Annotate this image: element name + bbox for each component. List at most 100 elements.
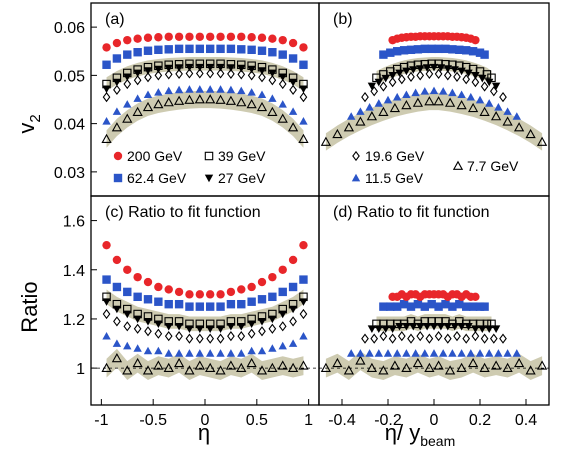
data-point-11-5-gev [429, 86, 439, 95]
data-point-7-7-gev [332, 357, 343, 368]
data-point-11-5-gev [439, 87, 448, 95]
data-point-7-7-gev [205, 362, 216, 373]
data-point-62-4-gev [448, 302, 457, 311]
x-axis-title-right: η/ ybeam [385, 420, 456, 449]
x-axis-title-left: η [198, 420, 210, 445]
data-point-27-gev [478, 74, 487, 83]
data-point-200-gev [164, 285, 173, 294]
data-point-19-6-gev [453, 71, 461, 82]
data-point-7-7-gev [267, 362, 278, 373]
data-point-19-6-gev [434, 68, 443, 80]
data-point-19-6-gev [471, 77, 480, 88]
legend-label-39-gev: 39 GeV [218, 148, 266, 164]
data-point-19-6-gev [216, 68, 225, 79]
data-point-62-4-gev [441, 299, 450, 309]
data-point-62-4-gev [257, 46, 267, 55]
data-point-11-5-gev [257, 90, 267, 99]
data-point-27-gev [381, 74, 390, 83]
data-point-11-5-gev [299, 117, 308, 125]
data-point-39-gev [123, 68, 132, 78]
legend-marker-200-gev [113, 151, 123, 161]
data-point-7-7-gev [132, 357, 143, 368]
data-point-19-6-gev [227, 68, 235, 80]
data-point-62-4-gev [268, 292, 277, 302]
data-point-62-4-gev [226, 44, 236, 54]
data-point-200-gev [278, 35, 287, 45]
data-point-62-4-gev [205, 44, 215, 54]
data-point-62-4-gev [216, 44, 225, 54]
data-point-62-4-gev [299, 275, 308, 284]
data-point-11-5-gev [402, 90, 411, 99]
data-point-39-gev [133, 309, 142, 319]
data-point-39-gev [154, 314, 163, 324]
data-point-11-5-gev [154, 346, 163, 355]
data-point-27-gev [112, 78, 122, 87]
data-point-11-5-gev [402, 349, 411, 357]
data-point-62-4-gev [406, 45, 416, 55]
data-point-19-6-gev [227, 331, 235, 342]
data-point-7-7-gev [456, 99, 467, 110]
data-point-19-6-gev [247, 328, 256, 339]
data-point-7-7-gev [173, 95, 185, 105]
data-point-27-gev [288, 78, 298, 87]
y-tick-label: 1.6 [63, 214, 85, 231]
data-point-11-5-gev [466, 92, 475, 101]
data-point-19-6-gev [443, 70, 452, 81]
data-point-200-gev [471, 292, 480, 302]
data-point-19-6-gev [499, 91, 507, 103]
data-point-39-gev [102, 292, 111, 302]
data-point-62-4-gev [133, 48, 142, 57]
data-point-39-gev [102, 79, 111, 89]
data-point-11-5-gev [247, 88, 256, 96]
data-point-19-6-gev [206, 333, 215, 344]
data-point-39-gev [247, 61, 256, 70]
data-point-200-gev [112, 38, 122, 48]
legend-marker-62-4-gev [113, 173, 123, 183]
data-point-19-6-gev [268, 323, 277, 334]
data-point-7-7-gev [525, 365, 536, 375]
data-point-39-gev [216, 59, 225, 69]
data-point-11-5-gev [439, 349, 448, 357]
data-point-200-gev [102, 43, 111, 52]
data-point-11-5-gev [123, 341, 132, 350]
legend-label-11-5-gev: 11.5 GeV [365, 170, 424, 186]
data-point-19-6-gev [397, 74, 406, 85]
data-point-19-6-gev [370, 86, 379, 97]
data-point-11-5-gev [429, 349, 439, 357]
data-point-39-gev [143, 62, 153, 72]
data-point-62-4-gev [247, 45, 256, 55]
data-point-39-gev [143, 312, 153, 321]
data-point-200-gev [123, 265, 132, 274]
data-point-200-gev [237, 285, 246, 294]
y-axis-title-top: v2 [14, 114, 44, 133]
data-point-11-5-gev [226, 349, 236, 357]
data-point-62-4-gev [164, 45, 173, 54]
data-point-39-gev [174, 60, 184, 69]
data-point-200-gev [205, 290, 215, 299]
data-point-7-7-gev [194, 94, 205, 104]
data-point-62-4-gev [406, 302, 416, 311]
x-tick-label: 0 [430, 412, 439, 429]
data-point-62-4-gev [257, 295, 267, 304]
data-point-11-5-gev [268, 94, 277, 102]
x-tick-label: 0 [201, 412, 210, 429]
x-tick-label: -1 [94, 412, 108, 429]
data-point-62-4-gev [288, 54, 298, 63]
data-point-39-gev [487, 73, 496, 83]
data-point-19-6-gev [462, 333, 471, 344]
data-point-19-6-gev [370, 333, 379, 344]
data-point-11-5-gev [347, 349, 356, 357]
data-point-19-6-gev [185, 333, 194, 344]
data-point-11-5-gev [112, 339, 122, 347]
data-point-200-gev [226, 32, 236, 41]
data-point-11-5-gev [457, 349, 466, 357]
data-point-11-5-gev [247, 346, 256, 355]
data-point-7-7-gev [366, 111, 378, 121]
data-point-27-gev [443, 65, 452, 73]
data-point-7-7-gev [401, 362, 412, 373]
data-point-19-6-gev [216, 333, 225, 344]
data-point-11-5-gev [374, 99, 383, 107]
data-point-200-gev [185, 290, 194, 299]
data-point-11-5-gev [268, 344, 277, 352]
data-point-11-5-gev [356, 107, 365, 115]
